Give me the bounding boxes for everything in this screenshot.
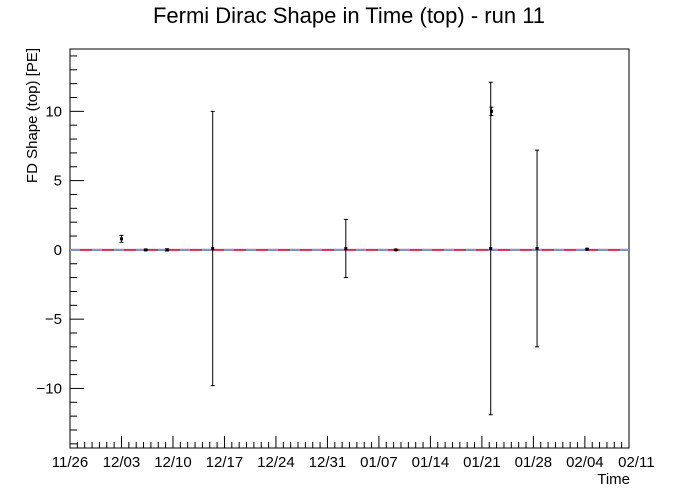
x-tick-label: 12/17: [206, 454, 244, 471]
x-tick-label: 12/31: [309, 454, 347, 471]
x-tick-label: 01/28: [515, 454, 553, 471]
plot-frame: [69, 48, 630, 449]
point-marker: [489, 109, 493, 113]
y-axis: −10 −5 0 5 10: [37, 55, 84, 445]
data-point: [119, 234, 124, 243]
x-tick-label: 01/14: [412, 454, 450, 471]
data-point: [585, 247, 590, 251]
point-marker: [344, 247, 348, 250]
x-tick-label: 12/10: [154, 454, 192, 471]
data-point: [489, 106, 494, 116]
data-point: [393, 248, 398, 252]
x-tick-label: 02/04: [566, 454, 604, 471]
y-axis-label: FD Shape (top) [PE]: [24, 48, 41, 183]
point-marker: [165, 248, 169, 252]
point-marker: [119, 237, 123, 241]
y-tick-label: −5: [45, 311, 62, 328]
point-marker: [394, 248, 398, 252]
data-point: [488, 81, 493, 416]
x-tick-label: 12/03: [103, 454, 141, 471]
x-tick-label: 02/11: [618, 454, 654, 471]
x-axis-label: Time: [597, 471, 630, 488]
point-marker: [535, 247, 539, 250]
data-point: [535, 149, 540, 348]
point-marker: [211, 247, 215, 250]
y-tick-label: 5: [54, 173, 62, 190]
y-tick-label: −10: [37, 380, 62, 397]
point-marker: [585, 247, 589, 251]
data-point: [343, 218, 348, 279]
chart-title: Fermi Dirac Shape in Time (top) - run 11: [153, 3, 545, 28]
point-marker: [489, 247, 493, 250]
x-tick-label: 12/24: [257, 454, 295, 471]
x-tick-label: 11/26: [52, 454, 88, 471]
y-tick-label: 0: [54, 242, 62, 259]
x-tick-label: 01/21: [463, 454, 501, 471]
data-point: [143, 248, 148, 252]
x-tick-label: 01/07: [360, 454, 398, 471]
x-axis: 11/26 12/03 12/10 12/17 12/24 12/31 01/07 01/14…: [52, 436, 655, 471]
point-marker: [144, 248, 148, 252]
data-point: [210, 110, 215, 387]
data-points: [119, 81, 590, 416]
data-point: [165, 248, 170, 252]
y-tick-label: 10: [45, 103, 62, 120]
